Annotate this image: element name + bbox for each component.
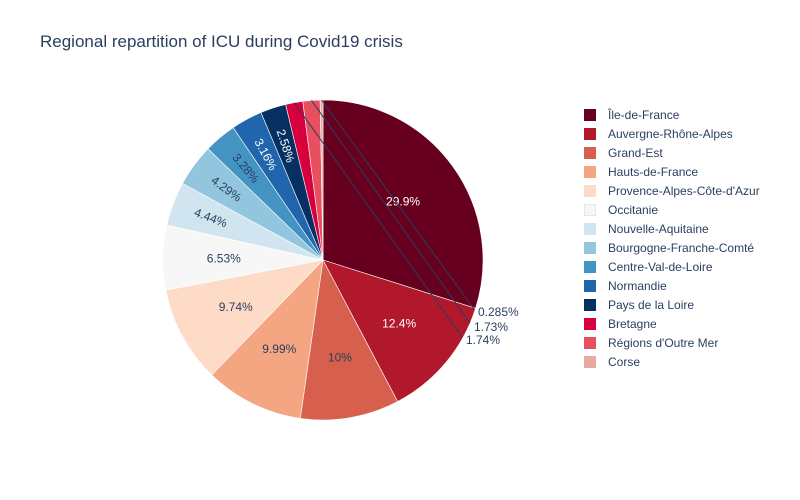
legend-label: Régions d'Outre Mer xyxy=(608,335,719,350)
slice-label: 1.74% xyxy=(466,333,500,347)
slice-label-connector xyxy=(321,99,475,310)
legend-label: Corse xyxy=(608,354,641,369)
legend-swatch xyxy=(584,184,596,197)
legend-item[interactable]: Hauts-de-France xyxy=(584,162,760,181)
legend-item[interactable]: Normandie xyxy=(584,276,760,295)
legend-label: Bretagne xyxy=(608,316,657,331)
legend-item[interactable]: Pays de la Loire xyxy=(584,295,760,314)
legend[interactable]: Île-de-France Auvergne-Rhône-Alpes Grand-E… xyxy=(584,105,760,371)
legend-item[interactable]: Corse xyxy=(584,352,760,371)
legend-label: Nouvelle-Aquitaine xyxy=(608,221,709,236)
legend-item[interactable]: Île-de-France xyxy=(584,105,760,124)
legend-label: Occitanie xyxy=(608,202,659,217)
chart-title: Regional repartition of ICU during Covid… xyxy=(40,32,403,51)
slice-label: 10% xyxy=(328,351,352,365)
legend-label: Île-de-France xyxy=(608,107,680,122)
legend-label: Centre-Val-de-Loire xyxy=(608,259,713,274)
legend-swatch xyxy=(584,241,596,254)
legend-item[interactable]: Nouvelle-Aquitaine xyxy=(584,219,760,238)
legend-swatch xyxy=(584,260,596,273)
legend-swatch xyxy=(584,203,596,216)
legend-label: Hauts-de-France xyxy=(608,164,699,179)
legend-swatch xyxy=(584,355,596,368)
legend-item[interactable]: Régions d'Outre Mer xyxy=(584,333,760,352)
legend-swatch xyxy=(584,317,596,330)
legend-swatch xyxy=(584,108,596,121)
pie-slice[interactable] xyxy=(165,259,324,376)
legend-item[interactable]: Centre-Val-de-Loire xyxy=(584,257,760,276)
legend-swatch xyxy=(584,279,596,292)
legend-item[interactable]: Auvergne-Rhône-Alpes xyxy=(584,124,760,143)
pie-slice[interactable] xyxy=(211,259,324,419)
legend-swatch xyxy=(584,146,596,159)
legend-swatch xyxy=(584,222,596,235)
slice-label: 0.285% xyxy=(478,305,519,319)
legend-label: Auvergne-Rhône-Alpes xyxy=(608,126,733,141)
slice-label-connector xyxy=(293,102,463,338)
legend-swatch xyxy=(584,336,596,349)
slice-label: 1.73% xyxy=(474,320,508,334)
legend-swatch xyxy=(584,298,596,311)
legend-item[interactable]: Occitanie xyxy=(584,200,760,219)
pie-slice[interactable] xyxy=(322,259,476,402)
slice-label: 12.4% xyxy=(382,317,416,331)
slice-label: 9.99% xyxy=(262,342,296,356)
slice-label: 9.74% xyxy=(219,300,253,314)
legend-label: Normandie xyxy=(608,278,667,293)
legend-swatch xyxy=(584,165,596,178)
legend-swatch xyxy=(584,127,596,140)
slice-label: 6.53% xyxy=(207,251,241,265)
slice-label: 29.9% xyxy=(386,194,420,208)
legend-item[interactable]: Bretagne xyxy=(584,314,760,333)
legend-label: Pays de la Loire xyxy=(608,297,695,312)
legend-label: Bourgogne-Franche-Comté xyxy=(608,240,755,255)
pie-slice[interactable] xyxy=(322,99,484,309)
pie-slice[interactable] xyxy=(299,259,399,421)
legend-item[interactable]: Provence-Alpes-Côte-d'Azur xyxy=(584,181,760,200)
legend-item[interactable]: Bourgogne-Franche-Comté xyxy=(584,238,760,257)
legend-label: Provence-Alpes-Côte-d'Azur xyxy=(608,183,760,198)
legend-label: Grand-Est xyxy=(608,145,663,160)
legend-item[interactable]: Grand-Est xyxy=(584,143,760,162)
slice-label-connector xyxy=(311,100,471,324)
